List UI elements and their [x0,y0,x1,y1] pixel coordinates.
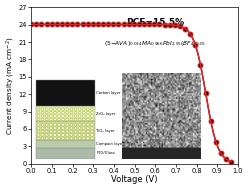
Text: PCE=15.5%: PCE=15.5% [126,18,184,27]
X-axis label: Voltage (V): Voltage (V) [111,175,158,184]
Y-axis label: Current density (mA cm$^{-2}$): Current density (mA cm$^{-2}$) [5,36,17,135]
Text: $(5\mathregular{-}AVA)_{0.034}MA_{0.966}PbI_{2.95}(BF_4)_{0.05}$: $(5\mathregular{-}AVA)_{0.034}MA_{0.966}… [104,39,206,48]
